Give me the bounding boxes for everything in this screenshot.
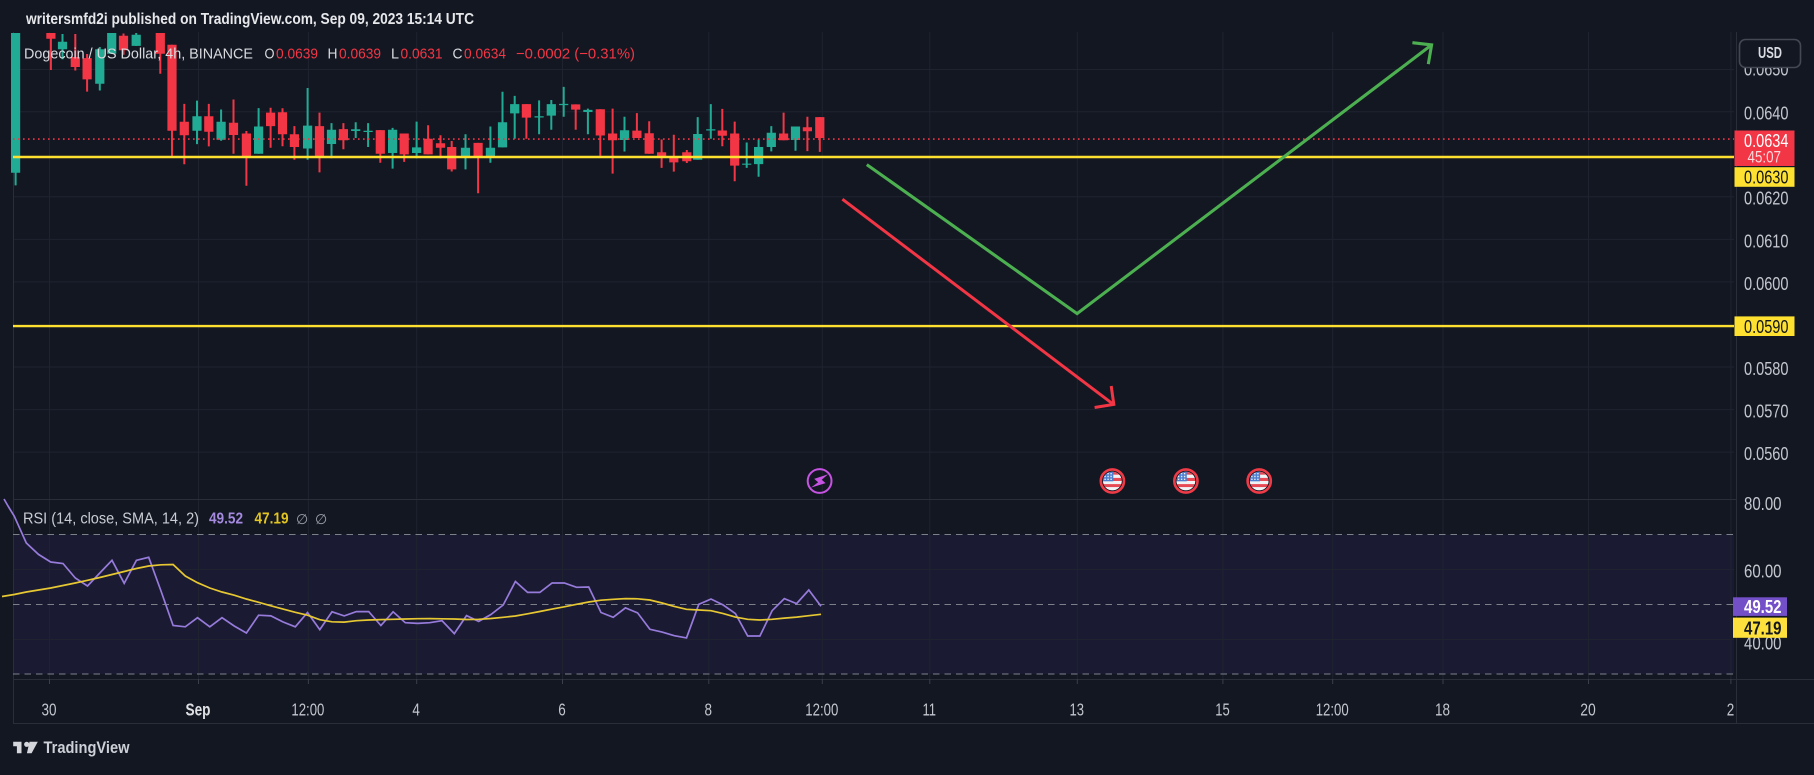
- svg-text:0.0610: 0.0610: [1744, 230, 1789, 251]
- svg-text:49.52: 49.52: [209, 511, 243, 528]
- svg-text:0.0590: 0.0590: [1744, 316, 1789, 337]
- svg-text:8: 8: [705, 700, 713, 720]
- svg-text:0.0631: 0.0631: [401, 46, 443, 63]
- svg-text:0.0630: 0.0630: [1744, 167, 1789, 188]
- svg-text:0.0560: 0.0560: [1744, 443, 1789, 464]
- svg-text:0.0634: 0.0634: [1744, 130, 1789, 151]
- svg-text:80.00: 80.00: [1744, 493, 1782, 514]
- svg-text:0.0580: 0.0580: [1744, 358, 1789, 379]
- svg-text:TradingView: TradingView: [44, 738, 131, 757]
- svg-text:USD: USD: [1758, 45, 1782, 62]
- svg-text:writersmfd2i published on Trad: writersmfd2i published on TradingView.co…: [25, 11, 474, 28]
- svg-text:4: 4: [412, 700, 420, 720]
- svg-text:45:07: 45:07: [1748, 148, 1782, 167]
- svg-text:RSI (14, close, SMA, 14, 2): RSI (14, close, SMA, 14, 2): [23, 511, 199, 528]
- svg-text:12:00: 12:00: [291, 700, 324, 720]
- svg-text:12:00: 12:00: [1316, 700, 1349, 720]
- svg-text:6: 6: [558, 700, 566, 720]
- svg-text:−0.0002 (−0.31%): −0.0002 (−0.31%): [516, 46, 635, 63]
- svg-text:60.00: 60.00: [1744, 561, 1782, 582]
- svg-text:0.0640: 0.0640: [1744, 103, 1789, 124]
- svg-text:0.0634: 0.0634: [464, 46, 506, 63]
- svg-text:15: 15: [1215, 700, 1230, 720]
- svg-text:47.19: 47.19: [1744, 617, 1782, 638]
- svg-text:Dogecoin / US Dollar, 4h, BINA: Dogecoin / US Dollar, 4h, BINANCE: [24, 46, 253, 63]
- svg-text:0.0600: 0.0600: [1744, 273, 1789, 294]
- svg-text:2: 2: [1727, 700, 1735, 720]
- svg-text:0.0639: 0.0639: [276, 46, 318, 63]
- svg-text:O: O: [265, 46, 275, 63]
- svg-text:0.0620: 0.0620: [1744, 188, 1789, 209]
- svg-text:11: 11: [923, 700, 937, 720]
- svg-text:0.0639: 0.0639: [339, 46, 381, 63]
- svg-text:0.0570: 0.0570: [1744, 401, 1789, 422]
- svg-text:C: C: [453, 46, 463, 63]
- svg-text:18: 18: [1435, 700, 1450, 720]
- svg-text:30: 30: [42, 700, 57, 720]
- svg-text:13: 13: [1070, 700, 1085, 720]
- svg-text:∅: ∅: [296, 511, 308, 527]
- svg-text:Sep: Sep: [186, 700, 211, 720]
- svg-text:L: L: [391, 46, 399, 63]
- svg-text:20: 20: [1580, 700, 1596, 720]
- svg-text:H: H: [328, 46, 338, 63]
- svg-text:∅: ∅: [315, 511, 327, 527]
- svg-text:47.19: 47.19: [255, 511, 289, 528]
- svg-text:12:00: 12:00: [805, 700, 838, 720]
- svg-text:49.52: 49.52: [1744, 596, 1782, 617]
